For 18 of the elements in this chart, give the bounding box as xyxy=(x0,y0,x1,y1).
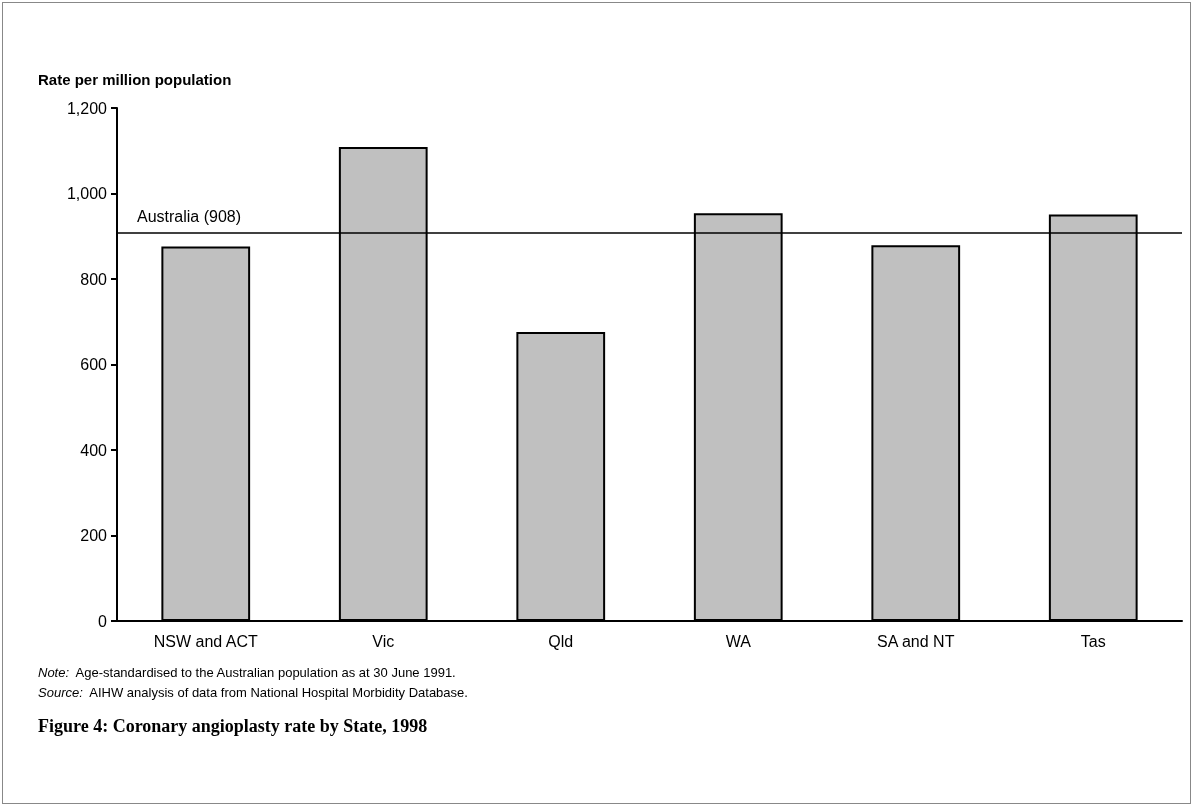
x-tick-label: Vic xyxy=(372,632,395,650)
x-tick-label: Qld xyxy=(548,632,574,650)
ref-line-label: Australia (908) xyxy=(137,208,242,226)
y-tick-label: 1,000 xyxy=(66,185,108,202)
x-tick-label: SA and NT xyxy=(877,632,955,650)
y-axis-title: Rate per million population xyxy=(38,71,232,88)
x-tick-label: Tas xyxy=(1080,632,1106,650)
y-tick-label: 400 xyxy=(80,441,108,459)
y-tick-label: 800 xyxy=(80,270,108,288)
x-tick-label: WA xyxy=(725,632,752,650)
y-tick-label: 200 xyxy=(80,527,108,544)
text: Note: Age-standardised to the Australian population as at 30 June 1991. xyxy=(38,665,456,680)
text: Figure 4: Coronary angioplasty rate by State, 1998 xyxy=(38,716,428,736)
x-tick-label: NSW and ACT xyxy=(153,632,258,650)
y-tick-label: 1,200 xyxy=(66,99,108,117)
y-tick-label: 600 xyxy=(80,356,108,373)
source-note: Source: AIHW analysis of data from National Hospital Morbidity Database. xyxy=(38,685,468,700)
y-tick-label: 0 xyxy=(98,612,108,630)
